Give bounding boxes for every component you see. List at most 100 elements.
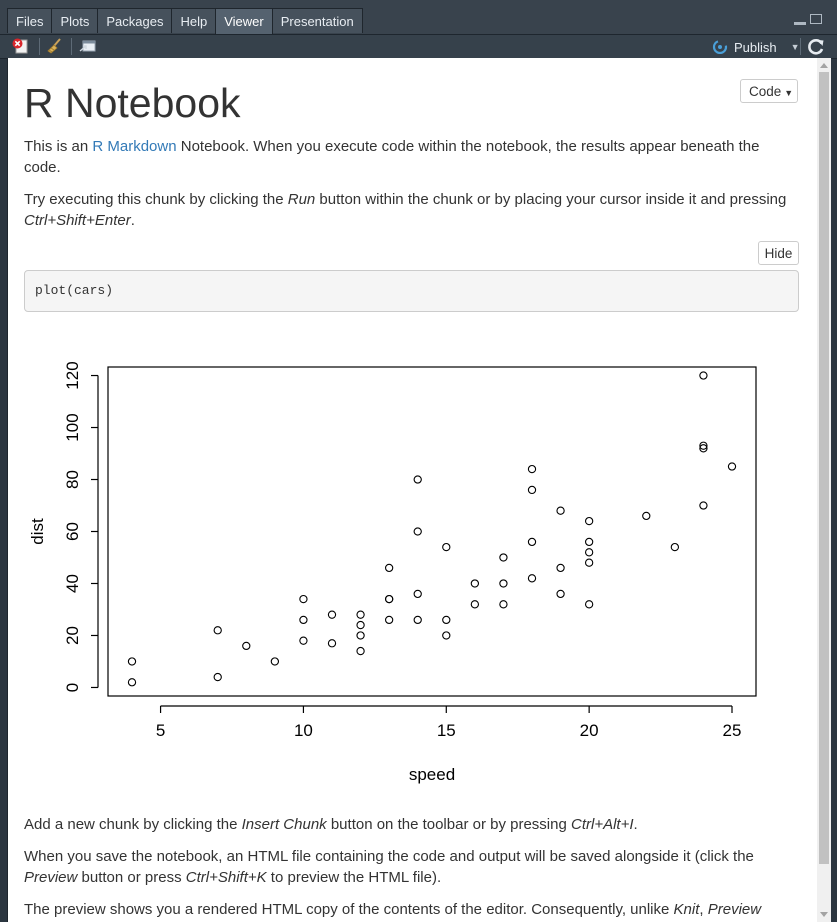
data-point xyxy=(356,646,365,656)
caret-down-icon: ▼ xyxy=(784,88,794,98)
data-point xyxy=(242,641,251,651)
data-point xyxy=(556,563,565,573)
x-tick-label: 5 xyxy=(156,721,165,740)
data-point xyxy=(442,542,451,552)
text: . xyxy=(633,816,638,833)
data-point xyxy=(327,639,337,648)
data-point xyxy=(699,501,708,510)
x-axis-label: speed xyxy=(409,765,455,784)
data-point xyxy=(356,620,365,630)
data-point xyxy=(384,563,394,573)
emphasis: Ctrl+Alt+I xyxy=(571,816,634,833)
text: Add a new chunk by clicking the xyxy=(24,816,242,833)
data-point xyxy=(584,516,594,526)
data-point xyxy=(356,610,365,619)
y-tick-label: 60 xyxy=(63,522,82,541)
insert-chunk-paragraph: Add a new chunk by clicking the Insert C… xyxy=(24,814,799,835)
text: . xyxy=(130,212,135,229)
hide-code-button[interactable]: Hide xyxy=(758,241,799,265)
data-point xyxy=(413,589,422,599)
intro-paragraph: This is an R Markdown Notebook. When you… xyxy=(24,136,799,178)
x-tick-label: 20 xyxy=(580,721,599,740)
data-point xyxy=(413,475,422,484)
data-point xyxy=(270,657,280,666)
emphasis: Preview xyxy=(24,869,78,886)
data-point xyxy=(127,657,137,666)
tab-plots[interactable]: Plots xyxy=(51,8,99,33)
tab-help[interactable]: Help xyxy=(171,8,217,33)
data-point xyxy=(356,631,365,640)
data-point xyxy=(584,537,594,547)
x-tick-label: 25 xyxy=(723,721,742,740)
viewer-toolbar: Publish ▼ xyxy=(0,35,837,59)
data-point xyxy=(699,444,708,453)
code-button-label: Code xyxy=(749,84,782,99)
data-point xyxy=(327,610,337,619)
window-controls xyxy=(794,14,822,25)
maximize-pane-icon[interactable] xyxy=(810,14,822,24)
data-point xyxy=(727,462,737,471)
data-point xyxy=(213,672,222,682)
data-point xyxy=(299,594,308,604)
x-tick-label: 15 xyxy=(437,721,456,740)
tab-packages[interactable]: Packages xyxy=(97,8,173,33)
vertical-scrollbar[interactable] xyxy=(817,58,831,922)
minimize-pane-icon[interactable] xyxy=(794,22,806,25)
publish-dropdown-icon[interactable]: ▼ xyxy=(790,42,800,52)
data-point xyxy=(499,600,508,609)
emphasis: Run xyxy=(287,191,316,208)
r-markdown-link[interactable]: R Markdown xyxy=(92,138,177,155)
text: The preview shows you a rendered HTML co… xyxy=(24,901,674,918)
toolbar-separator xyxy=(71,38,72,55)
y-tick-label: 0 xyxy=(63,683,82,692)
data-point xyxy=(413,527,422,536)
code-chunk[interactable]: plot(cars) xyxy=(24,270,799,312)
text: , xyxy=(699,901,708,918)
publish-label: Publish xyxy=(734,39,777,55)
scroll-up-icon[interactable] xyxy=(820,63,828,68)
data-point xyxy=(499,553,508,562)
data-point xyxy=(699,441,708,450)
text: Notebook. When you execute code within t… xyxy=(24,138,760,176)
data-point xyxy=(384,615,394,625)
tab-viewer[interactable]: Viewer xyxy=(215,8,273,34)
emphasis: Insert Chunk xyxy=(241,816,327,833)
data-point xyxy=(527,537,537,547)
tab-files[interactable]: Files xyxy=(7,8,53,33)
scroll-down-icon[interactable] xyxy=(820,912,828,917)
data-point xyxy=(442,631,451,640)
text: When you save the notebook, an HTML file… xyxy=(24,848,754,865)
tab-presentation[interactable]: Presentation xyxy=(271,8,363,33)
refresh-icon[interactable] xyxy=(806,37,826,57)
code-dropdown-button[interactable]: Code ▼ xyxy=(740,79,798,103)
save-notebook-paragraph: When you save the notebook, an HTML file… xyxy=(24,846,799,888)
publish-button[interactable]: Publish ▼ xyxy=(712,38,800,56)
viewer-pane: R Notebook Code ▼ This is an R Markdown N… xyxy=(7,58,831,922)
y-tick-label: 100 xyxy=(63,413,82,441)
data-point xyxy=(470,600,480,609)
data-point xyxy=(642,511,651,521)
data-point xyxy=(442,615,451,625)
data-point xyxy=(584,548,594,557)
data-point xyxy=(499,579,508,588)
show-in-window-icon[interactable] xyxy=(79,38,96,54)
toolbar-separator xyxy=(800,38,801,55)
data-point xyxy=(556,589,565,599)
data-point xyxy=(213,626,222,635)
clear-viewer-icon[interactable] xyxy=(12,38,29,54)
text: button on the toolbar or by pressing xyxy=(326,816,571,833)
data-point xyxy=(299,636,308,645)
data-point xyxy=(527,574,537,583)
text: This is an xyxy=(24,138,93,155)
x-tick-label: 10 xyxy=(294,721,313,740)
text: button or press xyxy=(77,869,186,886)
scrollbar-thumb[interactable] xyxy=(819,72,829,864)
run-instructions-paragraph: Try executing this chunk by clicking the… xyxy=(24,189,799,231)
page-title: R Notebook xyxy=(24,80,241,126)
emphasis: Knit xyxy=(673,901,700,918)
y-tick-label: 80 xyxy=(63,470,82,489)
broom-icon[interactable] xyxy=(46,38,63,54)
data-point xyxy=(299,615,308,625)
data-point xyxy=(384,594,394,604)
text: button within the chunk or by placing yo… xyxy=(315,191,787,208)
